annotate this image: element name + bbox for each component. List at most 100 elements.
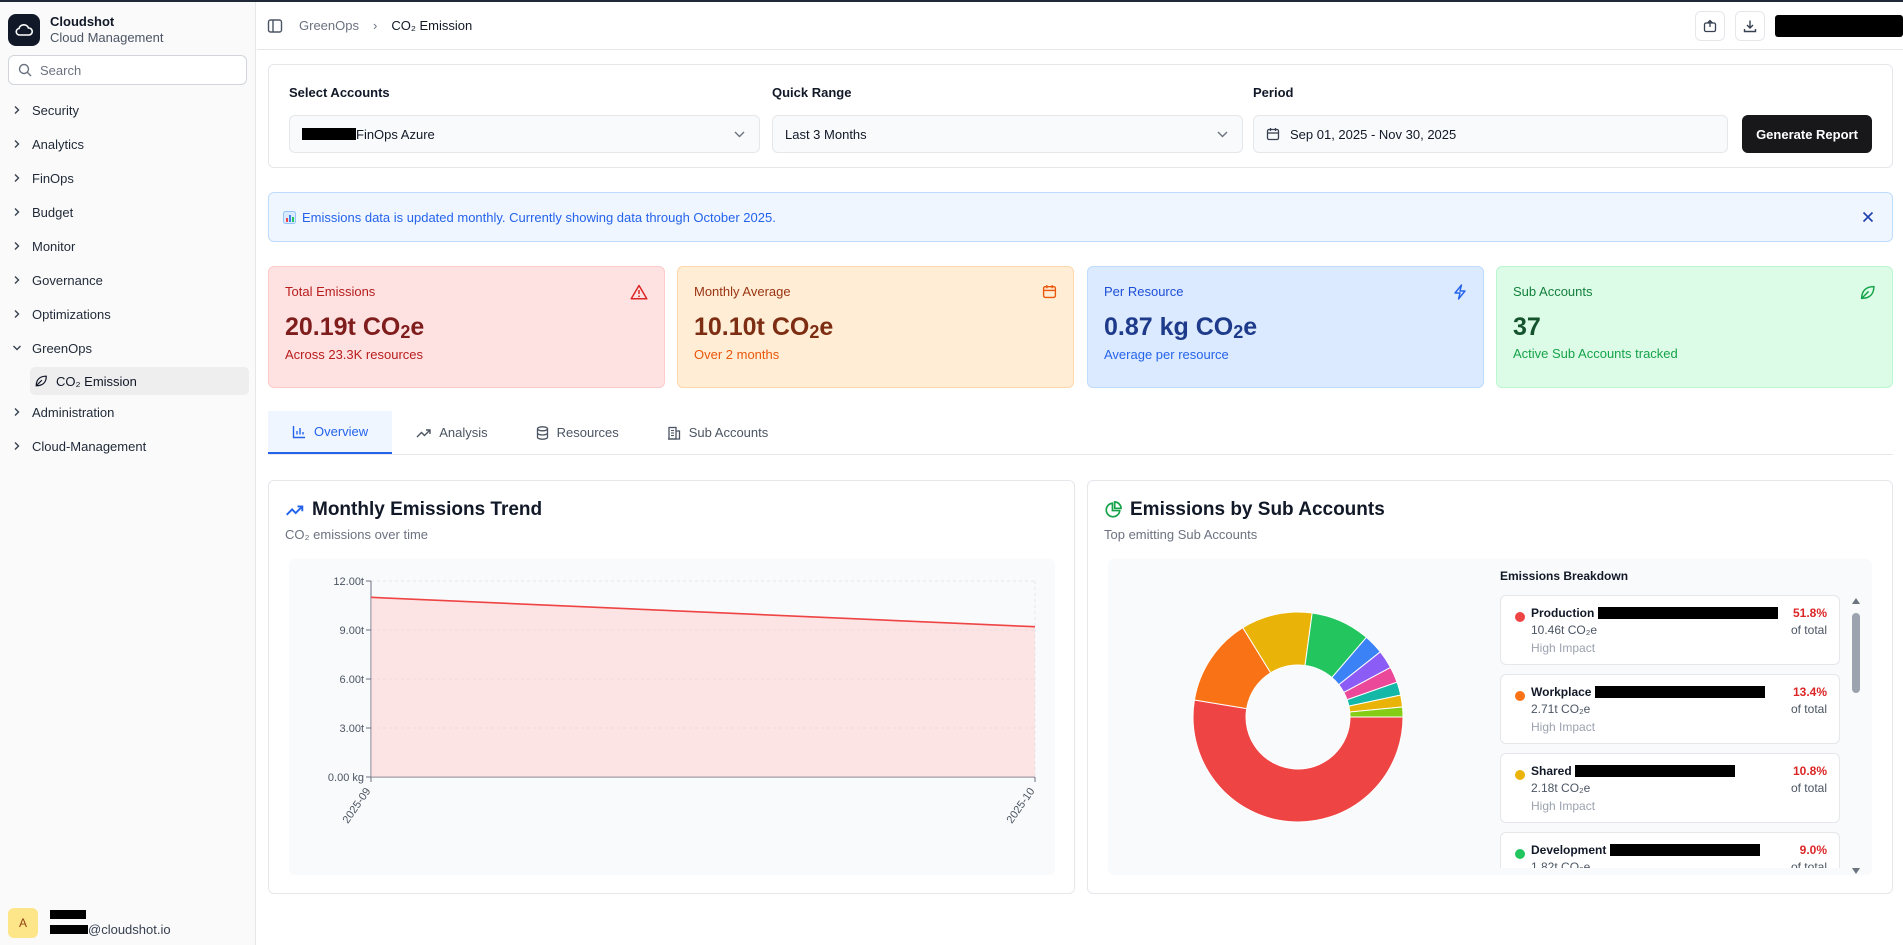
calendar-icon (1266, 128, 1280, 141)
kpi-title: Sub Accounts (1513, 284, 1593, 299)
share-icon (1703, 19, 1717, 33)
scroll-up-icon[interactable] (1851, 597, 1861, 605)
panel-title: Emissions by Sub Accounts (1104, 499, 1385, 521)
donut-chart (1192, 611, 1404, 823)
chevron-right-icon (14, 408, 20, 416)
database-icon (536, 425, 548, 440)
trend-chart-area: 0.00 kg 3.00t 6.00t 9.00t 12.00t 2025-09 2025-… (289, 559, 1055, 875)
sidebar-item-greenops[interactable]: GreenOps (0, 331, 255, 365)
chevron-down-icon (734, 131, 745, 137)
breakdown-title: Emissions Breakdown (1500, 569, 1629, 583)
sidebar-item-label: Optimizations (32, 306, 111, 322)
donut-slice[interactable] (1349, 706, 1404, 718)
y-tick-label: 6.00t (340, 674, 364, 686)
sidebar-item-co2-emission[interactable]: CO₂ Emission (30, 367, 249, 395)
chevron-right-icon (14, 442, 20, 450)
info-banner: Emissions data is updated monthly. Curre… (268, 192, 1893, 242)
y-tick-label: 0.00 kg (328, 772, 364, 784)
sidebar-item-administration[interactable]: Administration (0, 395, 255, 429)
sidebar-item-finops[interactable]: FinOps (0, 161, 255, 195)
tab-resources[interactable]: Resources (512, 411, 643, 454)
item-percent: 13.4% (1792, 685, 1827, 699)
topbar: GreenOps › CO₂ Emission (257, 2, 1903, 50)
search-input[interactable] (40, 62, 240, 78)
kpi-per-resource: Per Resource 0.87 kg CO2e Average per re… (1087, 266, 1484, 388)
kpi-value: 0.87 kg CO2e (1104, 313, 1258, 342)
sidebar-item-label: Cloud-Management (32, 438, 147, 454)
sidebar-nav: Security Analytics FinOps Budget Monitor Gove… (0, 93, 255, 463)
y-tick-label: 3.00t (340, 723, 364, 735)
scrollbar-thumb[interactable] (1852, 613, 1860, 693)
account-menu-redacted[interactable] (1775, 15, 1903, 37)
sub-accounts-panel: Emissions by Sub Accounts Top emitting S… (1087, 480, 1893, 894)
share-button[interactable] (1695, 11, 1725, 41)
chevron-down-icon (13, 345, 21, 351)
item-impact: High Impact (1531, 720, 1596, 734)
sidebar-item-label: Security (32, 102, 79, 118)
calendar-icon (1042, 285, 1057, 299)
sidebar-item-label: Administration (32, 404, 115, 420)
breakdown-item[interactable]: Shared 2.18t CO₂e High Impact 10.8% of tota… (1500, 753, 1840, 823)
range-label: Quick Range (772, 85, 852, 100)
breakdown-scrollbar[interactable] (1851, 597, 1861, 875)
donut-slice[interactable] (1192, 699, 1404, 823)
chevron-right-icon (14, 276, 20, 284)
leaf-icon (35, 375, 47, 387)
breadcrumb-parent[interactable]: GreenOps (299, 18, 359, 33)
sidebar-item-label: Analytics (32, 136, 85, 152)
x-tick-label: 2025-10 (1004, 786, 1037, 826)
chevron-right-icon (14, 310, 20, 318)
kpi-value: 10.10t CO2e (694, 313, 834, 342)
sidebar-item-governance[interactable]: Governance (0, 263, 255, 297)
sidebar-item-optimizations[interactable]: Optimizations (0, 297, 255, 331)
search-box[interactable] (8, 55, 247, 85)
banner-text: Emissions data is updated monthly. Curre… (302, 209, 776, 225)
item-percent: 51.8% (1792, 606, 1827, 620)
trend-chart: 0.00 kg 3.00t 6.00t 9.00t 12.00t 2025-09 2025-… (328, 576, 1038, 826)
chart-emoji-icon (283, 210, 296, 224)
avatar[interactable]: A (8, 908, 38, 938)
trend-panel: Monthly Emissions Trend CO₂ emissions ov… (268, 480, 1075, 894)
tab-analysis[interactable]: Analysis (392, 411, 511, 454)
sidebar-item-label: Budget (32, 204, 74, 220)
accounts-select[interactable]: FinOps Azure (289, 115, 760, 153)
breakdown-item[interactable]: Workplace 2.71t CO₂e High Impact 13.4% of t… (1500, 674, 1840, 744)
item-name: Shared (1531, 764, 1736, 778)
user-profile[interactable]: A @cloudshot.io (0, 901, 256, 945)
sidebar-item-security[interactable]: Security (0, 93, 255, 127)
chevron-right-icon (14, 106, 20, 114)
kpi-title: Per Resource (1104, 284, 1184, 299)
user-email: @cloudshot.io (50, 922, 171, 937)
brand[interactable]: Cloudshot Cloud Management (0, 2, 255, 52)
chevron-right-icon (14, 242, 20, 250)
brand-name: Cloudshot (50, 13, 115, 29)
generate-report-button[interactable]: Generate Report (1742, 115, 1872, 153)
range-select[interactable]: Last 3 Months (772, 115, 1243, 153)
sidebar-item-analytics[interactable]: Analytics (0, 127, 255, 161)
sidebar-sub-label: CO₂ Emission (56, 373, 137, 389)
item-percent: 9.0% (1799, 843, 1827, 857)
color-dot (1515, 770, 1525, 780)
breakdown-item[interactable]: Production 10.46t CO₂e High Impact 51.8% of… (1500, 595, 1840, 665)
series-line (370, 596, 1036, 628)
period-label: Period (1253, 85, 1294, 100)
chevron-right-icon (14, 140, 20, 148)
tab-sub-accounts[interactable]: Sub Accounts (643, 411, 793, 454)
scroll-down-icon[interactable] (1851, 867, 1861, 875)
trend-icon (416, 428, 431, 437)
sidebar-item-monitor[interactable]: Monitor (0, 229, 255, 263)
brand-subtitle: Cloud Management (50, 29, 164, 45)
color-dot (1515, 612, 1525, 622)
close-icon[interactable] (1862, 211, 1874, 223)
sidebar-item-budget[interactable]: Budget (0, 195, 255, 229)
filter-card: Select Accounts FinOps Azure Quick Range… (268, 64, 1893, 168)
color-dot (1515, 849, 1525, 859)
sidebar: Cloudshot Cloud Management Security Analy… (0, 2, 256, 945)
tab-overview[interactable]: Overview (268, 411, 393, 454)
kpi-subtext: Active Sub Accounts tracked (1513, 346, 1678, 361)
period-picker[interactable]: Sep 01, 2025 - Nov 30, 2025 (1253, 115, 1728, 153)
sidebar-toggle-icon[interactable] (267, 18, 283, 34)
download-button[interactable] (1735, 11, 1765, 41)
sidebar-item-cloud-management[interactable]: Cloud-Management (0, 429, 255, 463)
